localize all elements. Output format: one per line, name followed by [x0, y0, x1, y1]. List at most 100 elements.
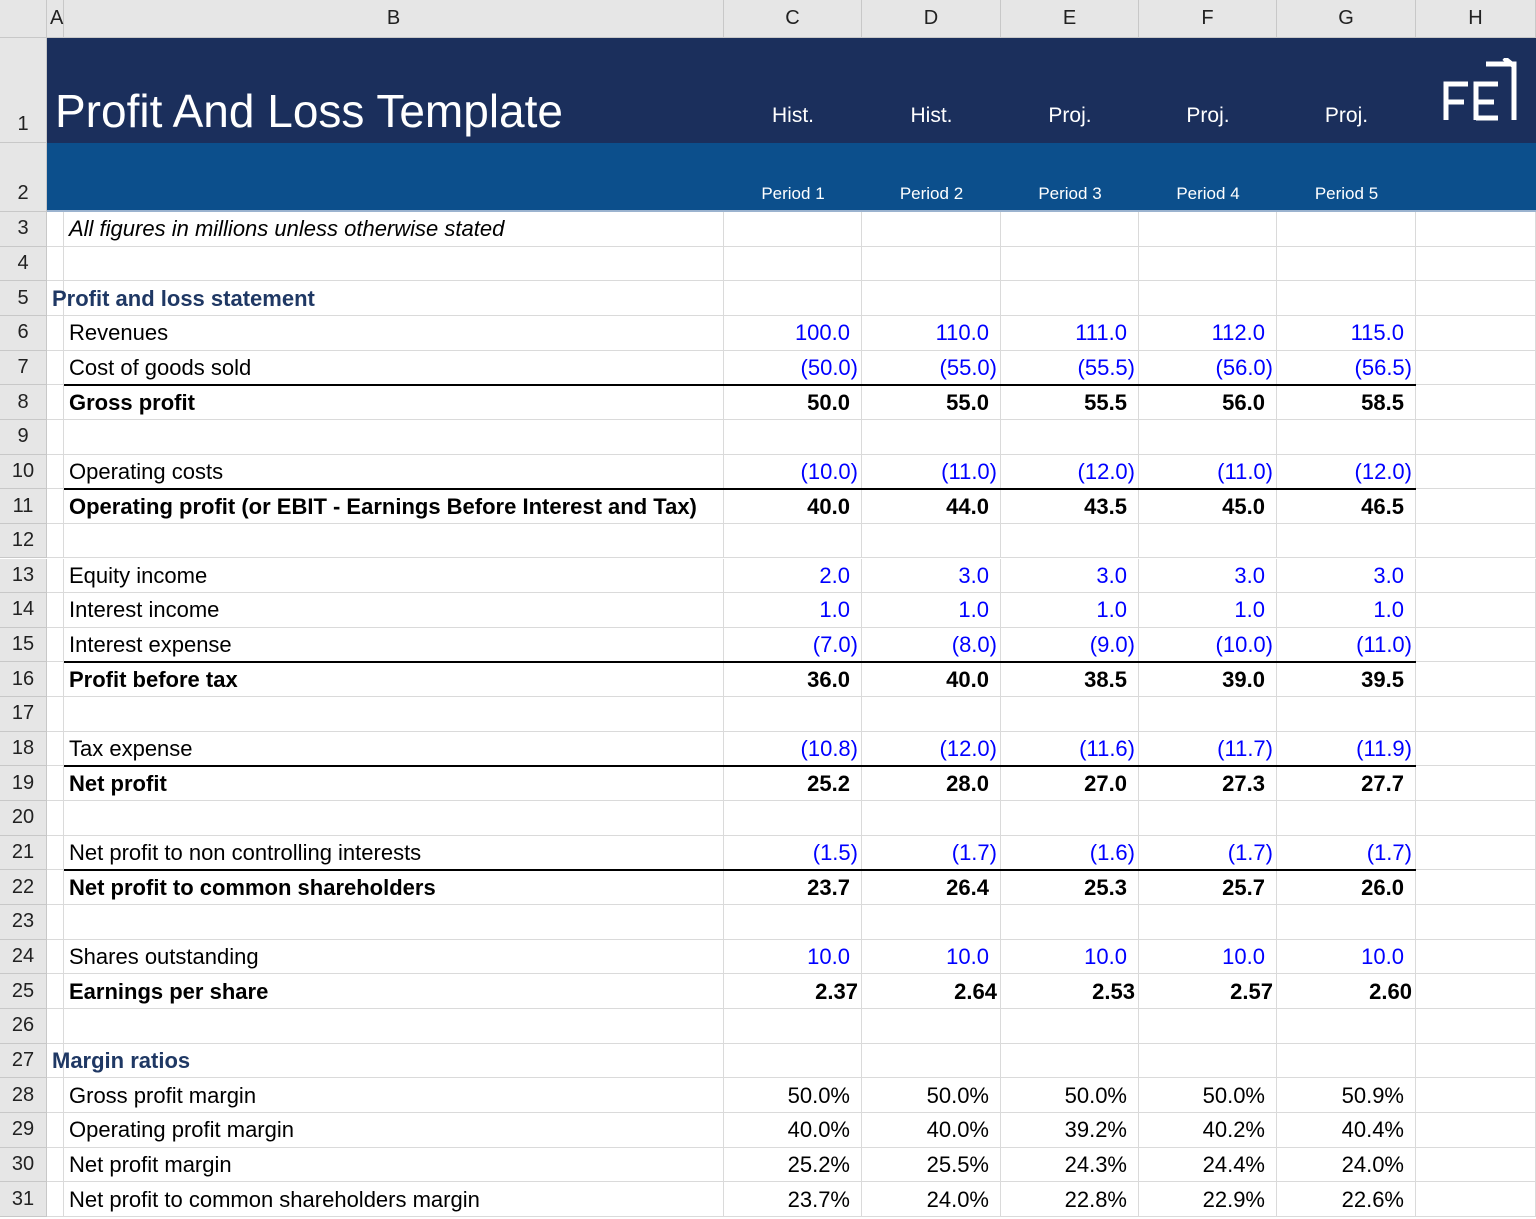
value: 40.2% [1202, 1117, 1265, 1143]
value-cell: (11.0) [1277, 628, 1416, 663]
logo [1443, 58, 1517, 121]
cell [1416, 627, 1536, 663]
cell [1139, 1008, 1277, 1044]
value-cell: 39.0 [1139, 662, 1277, 697]
value: 3.0 [1234, 562, 1265, 588]
value-cell: 25.5% [862, 1148, 1001, 1183]
value: 40.4% [1341, 1117, 1404, 1143]
value-cell: 24.0% [862, 1182, 1001, 1217]
value: (11.9) [1356, 736, 1412, 762]
value: 22.8% [1064, 1186, 1127, 1212]
value-cell: 40.4% [1277, 1113, 1416, 1148]
row-label: Cost of goods sold [69, 351, 251, 386]
value-cell: (11.0) [1139, 455, 1277, 490]
value-cell: (1.7) [1277, 836, 1416, 871]
row-label: Interest expense [69, 628, 232, 663]
cell [64, 212, 724, 247]
value-cell: 50.0% [1139, 1078, 1277, 1113]
row-header: 20 [0, 801, 47, 836]
cell [1416, 801, 1536, 836]
value-cell: 10.0 [862, 940, 1001, 975]
period-type: Proj. [1186, 104, 1230, 127]
cell [1416, 1008, 1536, 1044]
cell [1416, 1078, 1536, 1113]
value: 50.9% [1341, 1082, 1404, 1108]
label-text: Profit and loss statement [52, 285, 315, 311]
value-cell: 3.0 [1277, 559, 1416, 594]
label-text: Net profit margin [69, 1151, 232, 1177]
cell [47, 385, 64, 420]
cell [862, 662, 1001, 698]
row-header: 3 [0, 212, 47, 247]
row-header: 11 [0, 489, 47, 524]
cell [64, 1182, 724, 1217]
label-text: Interest income [69, 597, 220, 623]
cell [1139, 385, 1277, 420]
value-cell: 25.2% [724, 1148, 862, 1183]
value-cell: (1.6) [1001, 836, 1139, 871]
cell [1139, 1112, 1277, 1148]
value-cell: (9.0) [1001, 628, 1139, 663]
cell [1001, 697, 1139, 732]
title-band [47, 38, 1536, 143]
value-cell: 27.0 [1001, 766, 1139, 801]
row-header: 19 [0, 766, 47, 802]
cell [1277, 939, 1416, 975]
cell [1139, 1147, 1277, 1183]
cell [1277, 870, 1416, 905]
value-cell: 2.57 [1139, 974, 1277, 1009]
cell [724, 1043, 862, 1079]
value: (50.0) [800, 354, 858, 380]
value-cell: 26.0 [1277, 870, 1416, 905]
value-cell: 1.0 [1139, 593, 1277, 628]
value: 39.2% [1064, 1117, 1127, 1143]
value: (7.0) [812, 632, 858, 658]
row-header: 9 [0, 419, 47, 455]
row-label: Shares outstanding [69, 940, 259, 975]
value: 39.0 [1222, 666, 1265, 692]
cell [1416, 281, 1536, 316]
cell [47, 281, 64, 316]
cell [64, 870, 724, 905]
value: 3.0 [958, 562, 989, 588]
cell [724, 939, 862, 975]
value-cell: 22.9% [1139, 1182, 1277, 1217]
value: 46.5 [1361, 493, 1404, 519]
cell [64, 939, 724, 975]
value: (11.6) [1079, 736, 1135, 762]
cell [724, 766, 862, 802]
cell [1416, 974, 1536, 1009]
value: 2.57 [1230, 978, 1273, 1004]
cell [1416, 246, 1536, 282]
value-cell: 45.0 [1139, 489, 1277, 524]
cell [1001, 1078, 1139, 1113]
cell [724, 662, 862, 698]
value-cell: 111.0 [1001, 316, 1139, 351]
cell [1416, 1147, 1536, 1183]
cell [1001, 801, 1139, 836]
row-label: Net profit to common shareholders [69, 870, 436, 905]
row-header: 21 [0, 835, 47, 871]
label-text: Net profit to common shareholders margin [69, 1186, 480, 1212]
cell [1139, 419, 1277, 455]
value-cell: 1.0 [862, 593, 1001, 628]
row-header: 5 [0, 281, 47, 316]
value: 2.64 [954, 978, 997, 1004]
cell [47, 766, 64, 802]
cell [1416, 1043, 1536, 1079]
cell [1416, 697, 1536, 732]
cell [1277, 281, 1416, 316]
cell [47, 315, 64, 351]
value-cell: 2.37 [724, 974, 862, 1009]
value: (56.0) [1215, 354, 1273, 380]
cell [862, 1147, 1001, 1183]
row-label: Operating costs [69, 455, 223, 490]
value: 22.6% [1341, 1186, 1404, 1212]
row-header: 27 [0, 1043, 47, 1079]
total-rule [64, 661, 1416, 663]
value: 1.0 [1234, 597, 1265, 623]
period: Period 5 [1314, 184, 1379, 203]
label-text: Equity income [69, 562, 208, 588]
value: (11.0) [941, 458, 997, 484]
